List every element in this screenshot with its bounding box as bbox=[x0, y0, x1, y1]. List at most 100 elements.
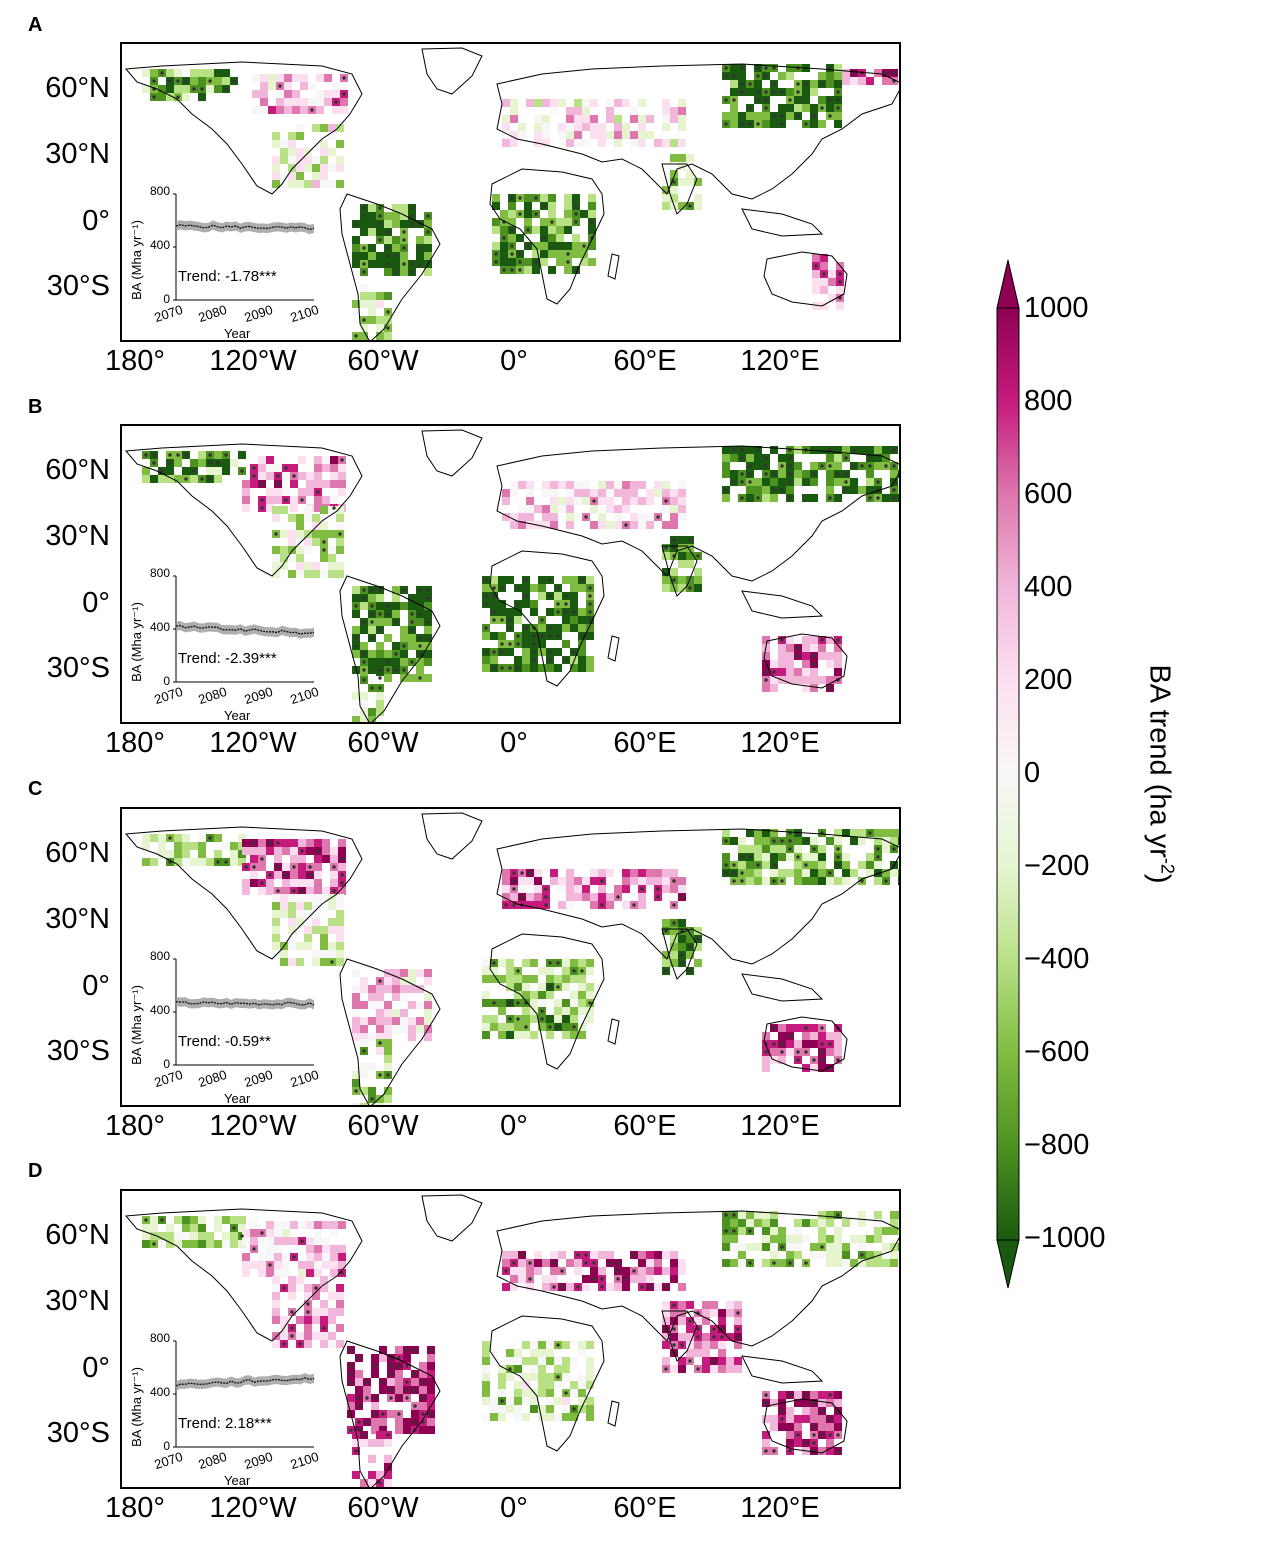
trend-cell bbox=[490, 975, 498, 983]
trend-cell bbox=[794, 1235, 802, 1243]
trend-cell bbox=[306, 1221, 314, 1229]
trend-cell bbox=[534, 131, 542, 139]
trend-cell bbox=[702, 1357, 710, 1365]
trend-cell bbox=[280, 546, 288, 554]
trend-cell bbox=[304, 910, 312, 918]
significance-dot bbox=[362, 214, 366, 218]
trend-cell bbox=[566, 1283, 574, 1291]
trend-cell bbox=[538, 640, 546, 648]
trend-cell bbox=[328, 1308, 336, 1316]
significance-dot bbox=[510, 252, 514, 256]
trend-cell bbox=[562, 1007, 570, 1015]
significance-dot bbox=[418, 262, 422, 266]
trend-cell bbox=[810, 1219, 818, 1227]
trend-cell bbox=[360, 1095, 368, 1103]
trend-cell bbox=[898, 861, 899, 869]
inset-ytick: 400 bbox=[149, 1003, 170, 1017]
trend-cell bbox=[298, 871, 306, 879]
trend-cell bbox=[778, 1235, 786, 1243]
trend-cell bbox=[574, 481, 582, 489]
significance-dot bbox=[362, 668, 366, 672]
trend-cell bbox=[670, 194, 678, 202]
significance-dot bbox=[378, 588, 382, 592]
trend-cell bbox=[786, 1415, 794, 1423]
trend-cell bbox=[518, 131, 526, 139]
trend-cell bbox=[564, 266, 572, 274]
trend-cell bbox=[360, 700, 368, 708]
trend-cell bbox=[288, 1292, 296, 1300]
trend-cell bbox=[336, 514, 344, 522]
trend-cell bbox=[298, 456, 306, 464]
trend-cell bbox=[312, 570, 320, 578]
trend-cell bbox=[890, 470, 898, 478]
trend-cell bbox=[260, 106, 268, 114]
lon-label: 120°W bbox=[209, 1110, 297, 1142]
trend-cell bbox=[762, 877, 770, 885]
significance-dot bbox=[378, 1481, 382, 1485]
significance-dot bbox=[584, 1261, 588, 1265]
trend-cell bbox=[670, 935, 678, 943]
trend-cell bbox=[320, 506, 328, 514]
trend-cell bbox=[360, 252, 368, 260]
trend-cell bbox=[230, 858, 238, 866]
trend-cell bbox=[778, 853, 786, 861]
trend-cell bbox=[546, 967, 554, 975]
significance-dot bbox=[812, 1441, 816, 1445]
trend-cell bbox=[296, 530, 304, 538]
trend-cell bbox=[312, 1324, 320, 1332]
trend-cell bbox=[836, 302, 844, 310]
significance-dot bbox=[828, 464, 832, 468]
significance-dot bbox=[402, 644, 406, 648]
trend-cell bbox=[392, 204, 400, 212]
trend-cell bbox=[392, 642, 400, 650]
significance-dot bbox=[290, 1326, 294, 1330]
trend-cell bbox=[174, 1232, 182, 1240]
trend-cell bbox=[762, 1219, 770, 1227]
significance-dot bbox=[152, 461, 156, 465]
trend-cell bbox=[554, 1381, 562, 1389]
trend-cell bbox=[222, 77, 230, 85]
trend-cell bbox=[250, 1261, 258, 1269]
trend-cell bbox=[166, 1240, 174, 1248]
significance-dot bbox=[260, 1231, 264, 1235]
significance-dot bbox=[492, 961, 496, 965]
significance-dot bbox=[516, 586, 520, 590]
trend-cell bbox=[794, 676, 802, 684]
trend-cell bbox=[882, 869, 890, 877]
significance-dot bbox=[756, 122, 760, 126]
significance-dot bbox=[394, 270, 398, 274]
trend-cell bbox=[802, 470, 810, 478]
trend-cell bbox=[482, 1365, 490, 1373]
trend-cell bbox=[384, 634, 392, 642]
trend-cell bbox=[606, 107, 614, 115]
trend-cell bbox=[562, 967, 570, 975]
lon-label: 60°W bbox=[347, 727, 419, 759]
significance-dot bbox=[672, 921, 676, 925]
trend-cell bbox=[730, 88, 738, 96]
trend-cell bbox=[282, 879, 290, 887]
trend-cell bbox=[570, 999, 578, 1007]
significance-dot bbox=[780, 90, 784, 94]
trend-cell bbox=[842, 829, 850, 837]
trend-cell bbox=[266, 1269, 274, 1277]
trend-cell bbox=[230, 459, 238, 467]
trend-cell bbox=[320, 1308, 328, 1316]
inset-xlabel: Year bbox=[224, 1473, 251, 1488]
significance-dot bbox=[900, 879, 901, 882]
significance-dot bbox=[402, 246, 406, 250]
trend-cell bbox=[694, 1341, 702, 1349]
significance-dot bbox=[378, 214, 382, 218]
trend-cell bbox=[834, 72, 842, 80]
trend-cell bbox=[498, 1413, 506, 1421]
trend-cell bbox=[514, 1389, 522, 1397]
trend-cell bbox=[266, 1253, 274, 1261]
trend-cell bbox=[336, 926, 344, 934]
trend-cell bbox=[818, 1423, 826, 1431]
trend-cell bbox=[606, 1283, 614, 1291]
trend-cell bbox=[718, 1309, 726, 1317]
trend-cell bbox=[730, 1259, 738, 1267]
trend-cell bbox=[566, 497, 574, 505]
trend-cell bbox=[242, 1229, 250, 1237]
trend-cell bbox=[786, 1423, 794, 1431]
trend-cell bbox=[288, 164, 296, 172]
